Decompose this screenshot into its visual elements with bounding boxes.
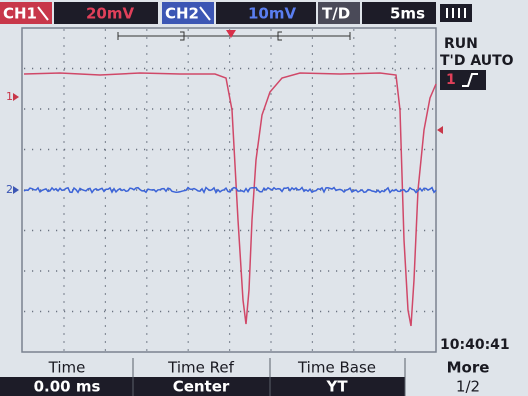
clock: 10:40:41	[440, 337, 510, 353]
trigger-source: 1	[446, 72, 456, 88]
menu-value: Center	[173, 378, 230, 396]
ch1-label: CH1	[3, 5, 37, 23]
menu-label: More	[447, 359, 490, 377]
menu-label: Time	[48, 359, 86, 377]
battery-icon	[440, 4, 472, 22]
ch2-label: CH2	[165, 5, 199, 23]
menu-value: YT	[325, 378, 348, 396]
timebase: 5ms	[390, 5, 425, 23]
ch2-scale: 10mV	[248, 5, 297, 23]
menu-value: 1/2	[456, 378, 480, 396]
ch2-marker: 2	[6, 183, 13, 196]
oscilloscope-screen: CH1 20mV CH2 10mV T/D 5ms 1 2 RUN T'D AU…	[0, 0, 528, 396]
timebase-label: T/D	[322, 5, 350, 23]
page: CH1 20mV CH2 10mV T/D 5ms 1 2 RUN T'D AU…	[0, 0, 528, 396]
run-state: RUN	[444, 36, 478, 52]
ch1-marker: 1	[6, 90, 13, 103]
menu-value: 0.00 ms	[34, 378, 101, 396]
menu-label: Time Base	[297, 359, 376, 377]
trigger-mode: T'D AUTO	[440, 53, 514, 69]
ch1-scale: 20mV	[86, 5, 135, 23]
menu-label: Time Ref	[167, 359, 234, 377]
